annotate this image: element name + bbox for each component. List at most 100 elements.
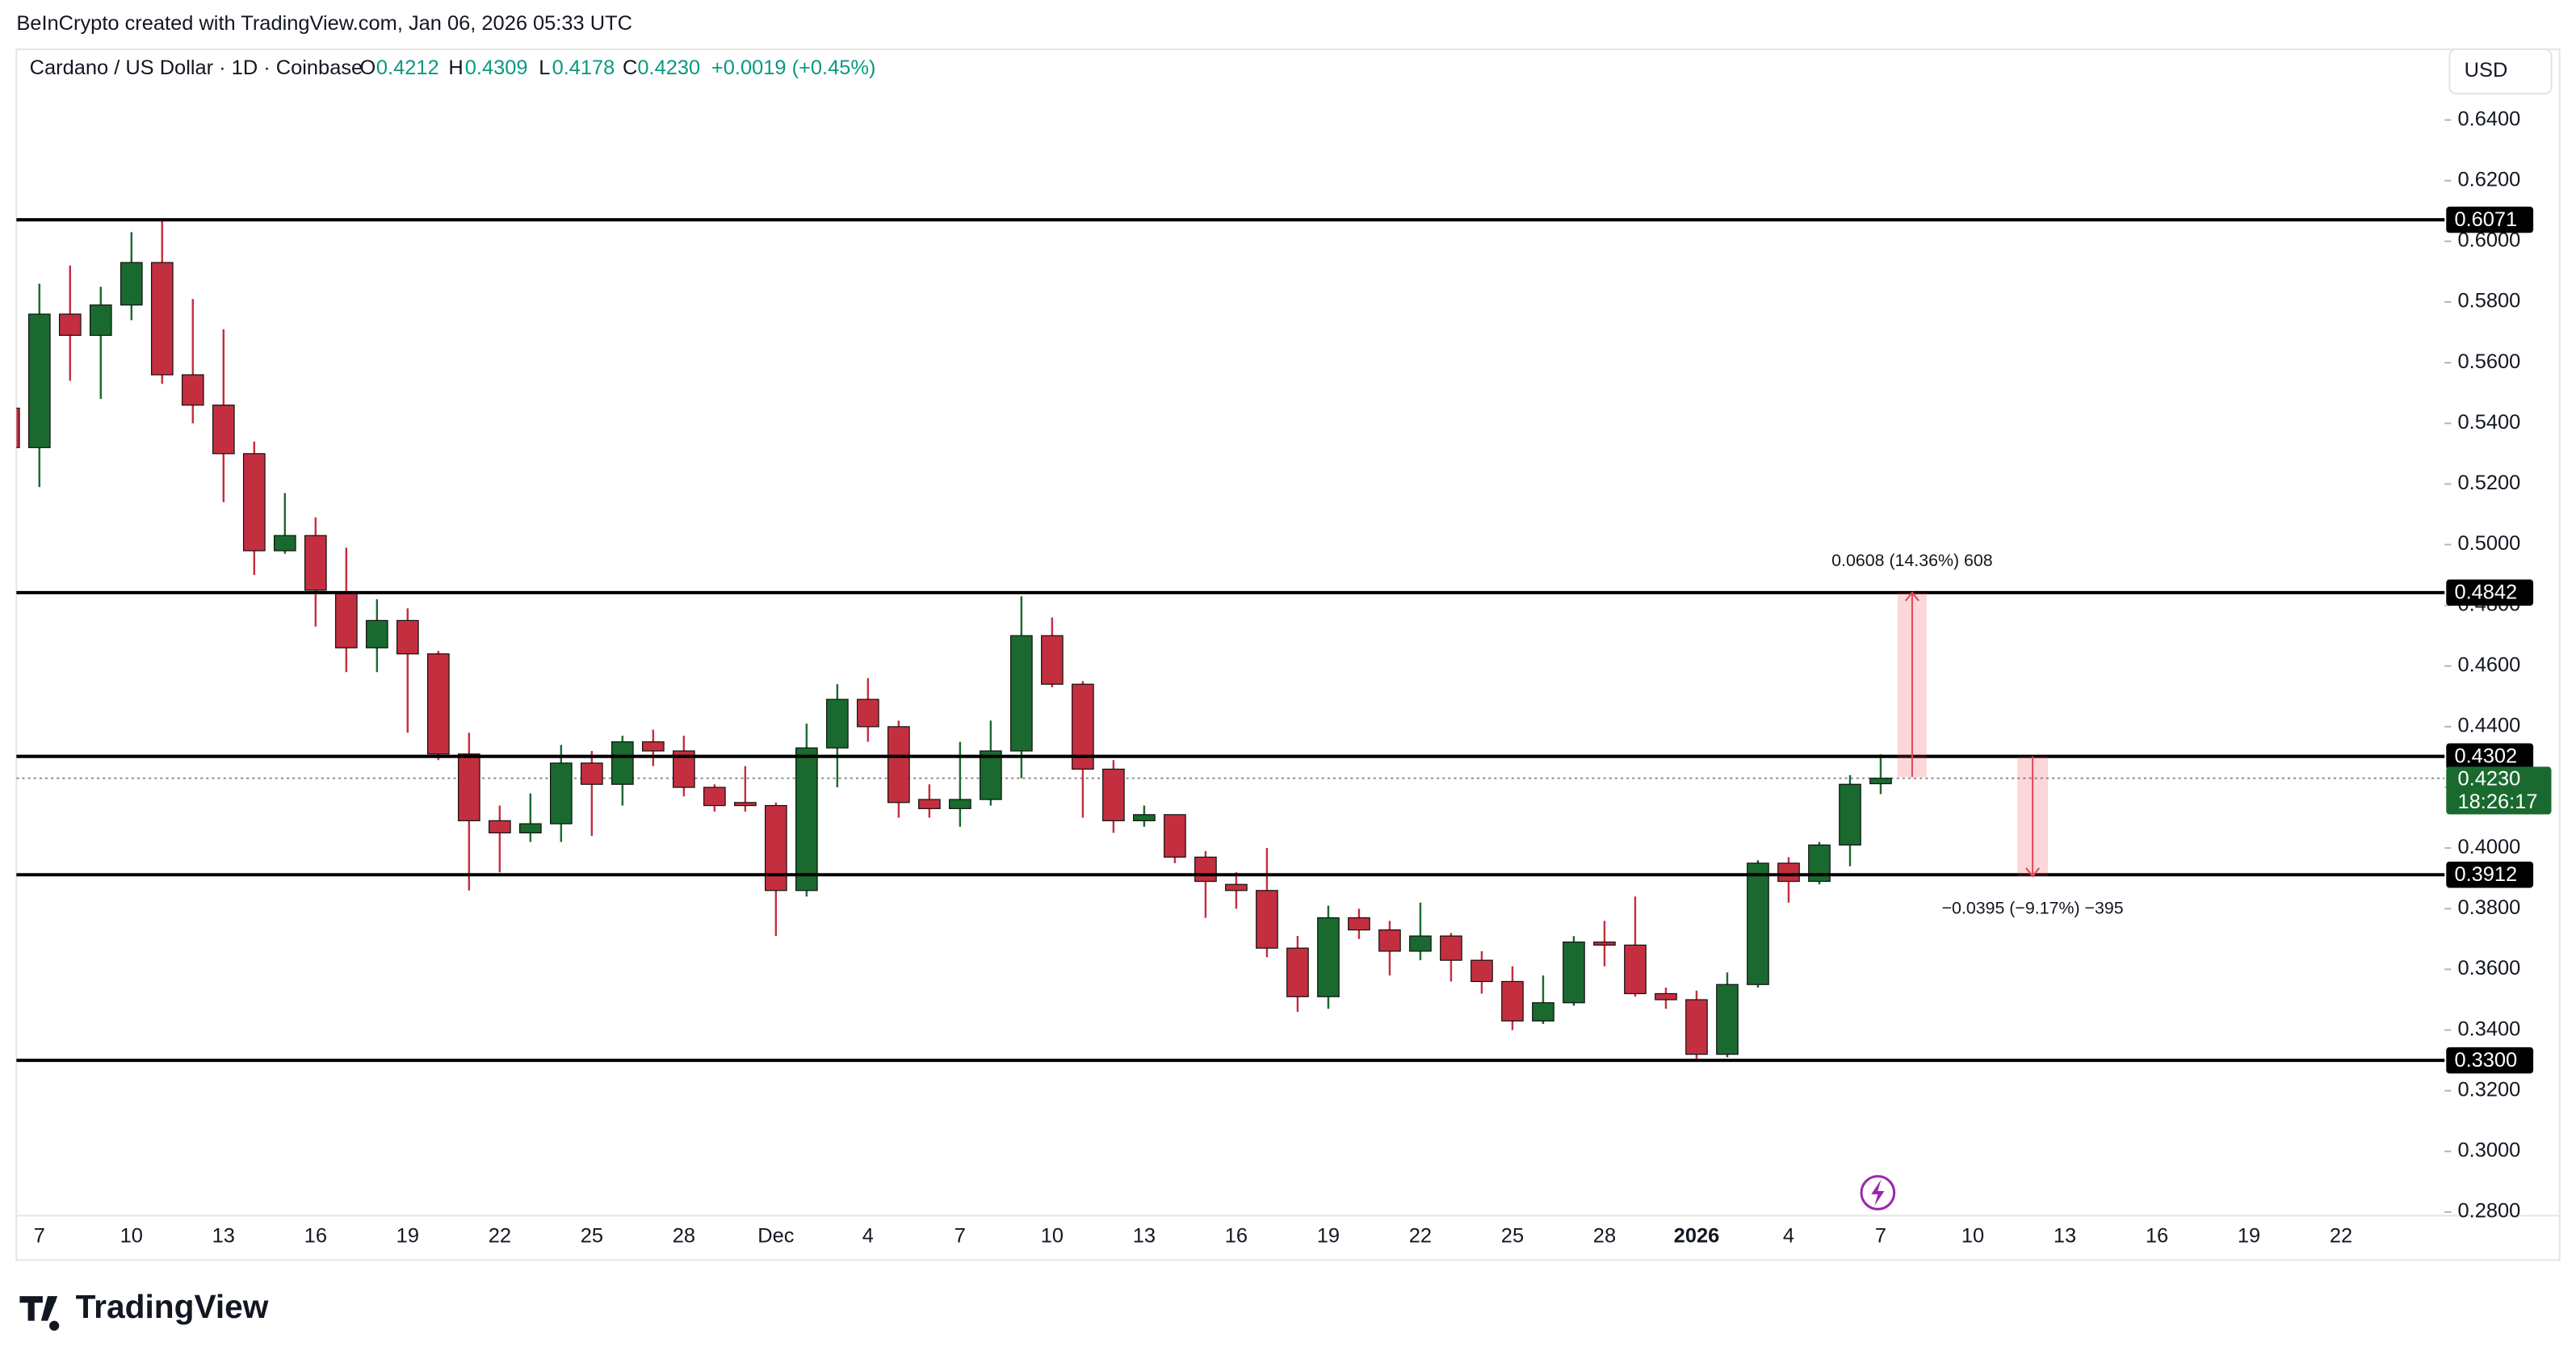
candle-body	[212, 405, 235, 455]
candle-body	[334, 592, 358, 648]
candle-body	[1501, 980, 1524, 1021]
y-tick-label: 0.3400	[2458, 1017, 2521, 1040]
y-tick-label: 0.5600	[2458, 350, 2521, 373]
currency-label[interactable]: USD	[2465, 59, 2508, 82]
level-label-box	[2446, 206, 2534, 233]
x-tick-label: 7	[954, 1225, 966, 1248]
x-tick-label: 19	[396, 1225, 419, 1248]
candle-body	[365, 619, 388, 648]
candle-body	[58, 313, 82, 336]
brand: TradingView	[76, 1288, 269, 1325]
x-tick-label: 22	[1409, 1225, 1432, 1248]
level-label: 0.6071	[2454, 208, 2517, 231]
y-tick-label: 0.3800	[2458, 896, 2521, 919]
measure-label: −0.0395 (−9.17%) −395	[1942, 898, 2124, 917]
level-label-box	[2446, 743, 2534, 770]
candle-body	[1532, 1002, 1554, 1021]
x-tick-label: 10	[1041, 1225, 1064, 1248]
ohlc-label: L	[539, 57, 550, 79]
x-tick-label: Dec	[757, 1225, 794, 1248]
x-tick-label: 25	[1501, 1225, 1524, 1248]
level-label: 0.4302	[2454, 745, 2517, 767]
candle-body	[765, 804, 787, 891]
candle-body	[181, 374, 204, 406]
candle-body	[1685, 999, 1708, 1055]
candle-body	[1839, 783, 1861, 846]
plot-area	[16, 220, 2445, 1061]
candle-body	[550, 762, 573, 824]
candle-body	[826, 698, 849, 749]
candle-body	[581, 762, 603, 785]
logo-dot	[48, 1296, 57, 1305]
y-tick-label: 0.3000	[2458, 1139, 2521, 1162]
ohlc-value: 0.4178	[552, 57, 615, 79]
candle-body	[642, 741, 665, 752]
candle-body	[1471, 959, 1493, 983]
x-tick-label: 22	[2330, 1225, 2352, 1248]
chart-frame	[15, 48, 2561, 1261]
candle-body	[120, 262, 143, 306]
y-tick-label: 0.5800	[2458, 290, 2521, 313]
y-tick-label: 0.3600	[2458, 957, 2521, 980]
y-tick-label: 0.5200	[2458, 472, 2521, 494]
watermark: BeInCrypto created with TradingView.com,…	[16, 12, 632, 35]
candle-body	[396, 619, 419, 655]
candle-body	[1225, 883, 1248, 891]
x-tick-label: 4	[862, 1225, 874, 1248]
candle-body	[795, 747, 818, 891]
candle-body	[1409, 935, 1432, 952]
candle-body	[703, 787, 726, 807]
x-tick-label: 16	[2146, 1225, 2168, 1248]
logo: TradingView	[19, 1288, 269, 1331]
candle-body	[519, 823, 542, 833]
candle-body	[734, 802, 757, 807]
candle-body	[1593, 942, 1616, 946]
candle-body	[1256, 890, 1278, 949]
level-label: 0.3912	[2454, 863, 2517, 886]
x-tick-label: 4	[1783, 1225, 1794, 1248]
x-tick-label: 22	[489, 1225, 511, 1248]
ohlc-change: +0.0019 (+0.45%)	[711, 57, 876, 79]
currency-button[interactable]	[2448, 48, 2553, 94]
x-tick-label: 13	[1133, 1225, 1156, 1248]
candle-body	[1716, 984, 1739, 1055]
ohlc-value: 0.4212	[376, 57, 439, 79]
x-tick-label: 10	[1961, 1225, 1984, 1248]
candle-body	[1747, 862, 1769, 985]
last-price-box	[2446, 766, 2552, 815]
level-label-box	[2446, 579, 2534, 606]
candle-body	[1164, 814, 1186, 858]
measure-arrow	[1905, 591, 1919, 602]
candle-body	[1010, 635, 1033, 752]
candle-body	[1624, 944, 1647, 995]
candle-body	[89, 304, 112, 336]
candle-body	[949, 799, 971, 809]
candle-body	[918, 799, 941, 809]
candle-body	[426, 653, 450, 755]
y-tick-label: 0.6400	[2458, 107, 2521, 130]
candle-body	[1194, 856, 1217, 883]
level-label: 0.3300	[2454, 1049, 2517, 1072]
candle-body	[1869, 778, 1892, 785]
ohlc-value: 0.4309	[465, 57, 528, 79]
candle-body	[1655, 992, 1677, 1001]
x-tick-label: 16	[304, 1225, 327, 1248]
candle-body	[1102, 768, 1125, 821]
x-tick-label: 13	[2054, 1225, 2076, 1248]
candle-body	[16, 407, 20, 448]
candle-body	[1563, 942, 1585, 1004]
x-tick-label: 25	[581, 1225, 603, 1248]
logo-icon	[19, 1296, 60, 1331]
x-tick-label: 28	[673, 1225, 695, 1248]
candle-body	[1378, 929, 1401, 952]
x-tick-label: 19	[2238, 1225, 2260, 1248]
candle-body	[1041, 635, 1064, 685]
candle-body	[611, 741, 634, 785]
candle-body	[304, 535, 327, 591]
candle-body	[150, 262, 174, 375]
x-tick-label: 16	[1225, 1225, 1248, 1248]
y-tick-label: 0.4000	[2458, 836, 2521, 858]
y-tick-label: 0.5000	[2458, 532, 2521, 555]
